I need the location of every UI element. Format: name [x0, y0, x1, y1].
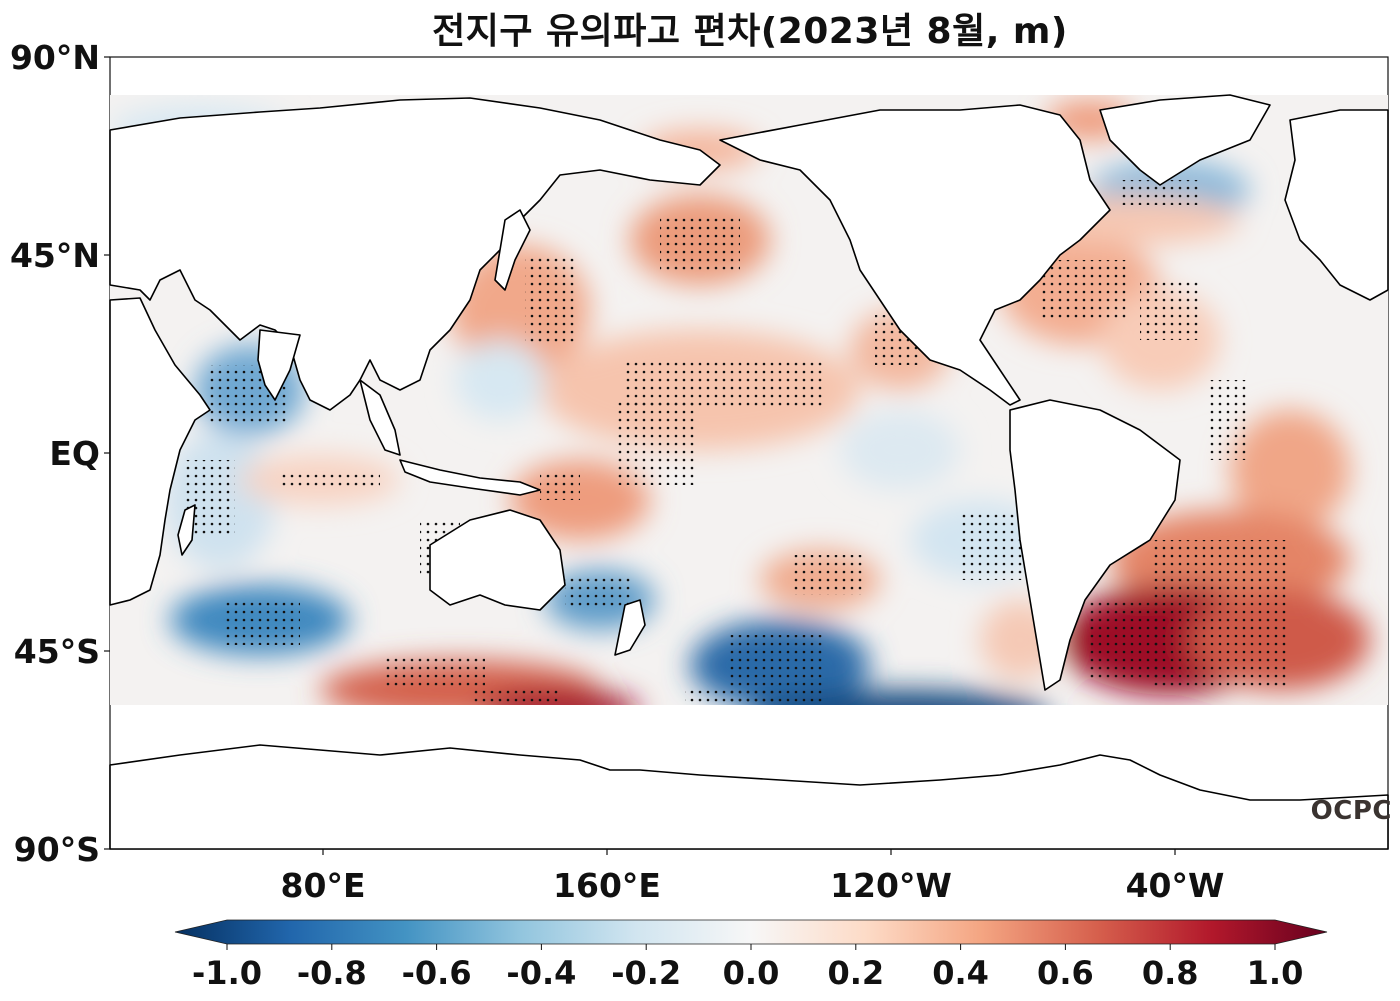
- lat-label: 45°N: [10, 236, 100, 275]
- colorbar-tick-label: 0.2: [827, 954, 884, 992]
- new-zealand: [614, 599, 646, 656]
- north-america: [719, 104, 1111, 406]
- longitude-labels: 80°E 160°E 120°W 40°W: [281, 849, 1225, 905]
- latitude-labels: 90°N 45°N EQ 45°S 90°S: [10, 38, 110, 869]
- greenland: [1099, 94, 1271, 186]
- colorbar-tick-label: 0.4: [932, 954, 989, 992]
- south-america: [1009, 399, 1181, 691]
- japan: [494, 209, 531, 291]
- indonesia: [399, 459, 541, 496]
- colorbar-tick-label: 0.6: [1037, 954, 1094, 992]
- africa: [109, 297, 211, 606]
- eurasia: [109, 97, 721, 411]
- lon-label: 80°E: [281, 866, 366, 905]
- colorbar-tick-label: -0.8: [297, 954, 367, 992]
- madagascar: [177, 504, 196, 556]
- lat-label: 90°S: [14, 830, 100, 869]
- lat-label: 45°S: [14, 632, 100, 671]
- colorbar-tick-label: 0.0: [723, 954, 780, 992]
- lon-label: 160°E: [553, 866, 661, 905]
- ocpc-logo: OCPC: [1310, 796, 1392, 826]
- colorbar-tick-label: -0.4: [506, 954, 576, 992]
- colorbar-tick-label: 1.0: [1247, 954, 1304, 992]
- australia: [429, 509, 566, 611]
- colorbar-tick-label: 0.8: [1142, 954, 1199, 992]
- lon-label: 120°W: [830, 866, 952, 905]
- colorbar-tick-label: -0.6: [402, 954, 472, 992]
- anomaly-field: [110, 95, 1388, 705]
- lon-label: 40°W: [1126, 866, 1225, 905]
- colorbar: -1.0 -0.8 -0.6 -0.4 -0.2 0.0 0.2 0.4 0.6 0.8 1.0: [174, 919, 1328, 992]
- lat-label: EQ: [49, 434, 100, 473]
- colorbar-tick-label: -0.2: [611, 954, 681, 992]
- landmasses: [109, 94, 1389, 850]
- india: [257, 329, 301, 401]
- colorbar-tick-label: -1.0: [192, 954, 262, 992]
- se-asia: [359, 379, 401, 456]
- europe: [1284, 109, 1389, 301]
- colorbar-labels: -1.0 -0.8 -0.6 -0.4 -0.2 0.0 0.2 0.4 0.6 0.8 1.0: [192, 944, 1303, 992]
- map-title: 전지구 유의파고 편차(2023년 8월, m): [432, 11, 1068, 52]
- lat-label: 90°N: [10, 38, 100, 77]
- antarctica: [109, 744, 1389, 850]
